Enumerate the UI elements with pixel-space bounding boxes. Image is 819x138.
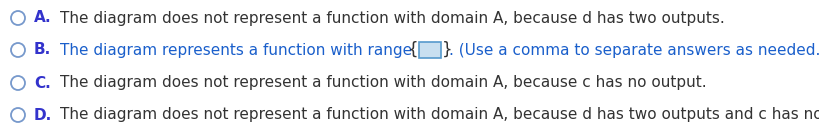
- Text: }: }: [441, 41, 452, 59]
- Text: The diagram does not represent a function with domain A, because c has no output: The diagram does not represent a functio…: [60, 75, 706, 91]
- Text: {: {: [407, 41, 418, 59]
- Text: The diagram does not represent a function with domain A, because d has two outpu: The diagram does not represent a functio…: [60, 108, 819, 123]
- Text: The diagram represents a function with range: The diagram represents a function with r…: [60, 43, 417, 58]
- Text: D.: D.: [34, 108, 52, 123]
- Text: C.: C.: [34, 75, 51, 91]
- FancyBboxPatch shape: [419, 42, 441, 58]
- Text: B.: B.: [34, 43, 51, 58]
- Text: The diagram does not represent a function with domain A, because d has two outpu: The diagram does not represent a functio…: [60, 10, 724, 26]
- Text: A.: A.: [34, 10, 52, 26]
- Text: . (Use a comma to separate answers as needed.): . (Use a comma to separate answers as ne…: [449, 43, 819, 58]
